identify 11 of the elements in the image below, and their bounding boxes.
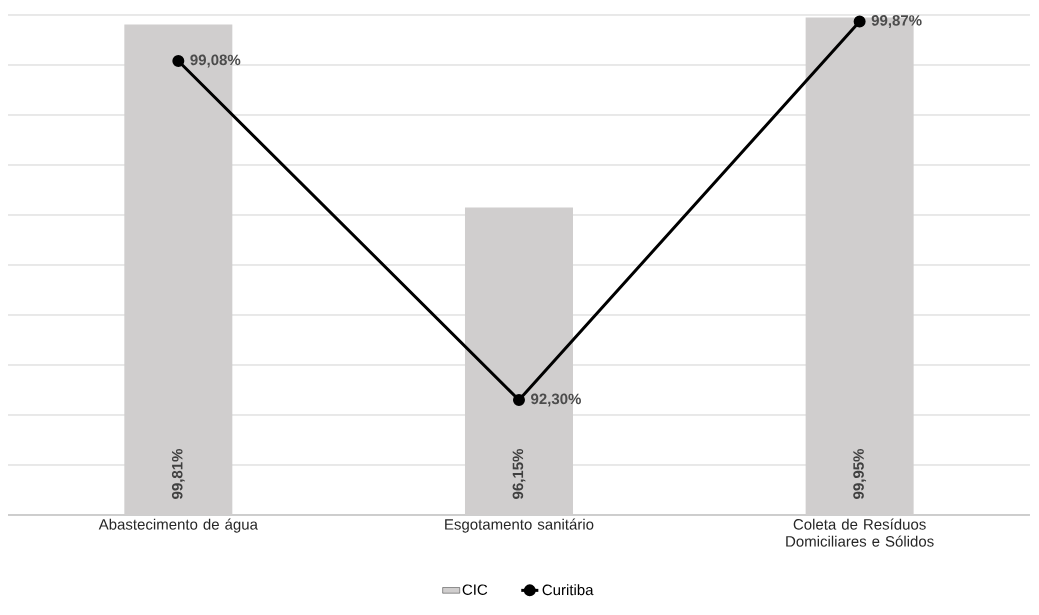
data-label: 96,15% — [512, 448, 526, 499]
data-label: 99,81% — [171, 448, 185, 499]
data-label: 92,30% — [531, 393, 581, 407]
legend-label: Curitiba — [542, 584, 594, 596]
legend-label: CIC — [462, 584, 488, 595]
data-label: 99,08% — [190, 54, 241, 68]
x-tick-label: Esgotamento sanitário — [445, 518, 594, 533]
data-label: 99,95% — [853, 448, 867, 499]
x-tick-label: Abastecimento de água — [98, 518, 258, 533]
x-tick-label: Coleta de Resíduos Domiciliares e Sólidos — [786, 518, 934, 547]
data-label: 99,87% — [871, 15, 922, 28]
